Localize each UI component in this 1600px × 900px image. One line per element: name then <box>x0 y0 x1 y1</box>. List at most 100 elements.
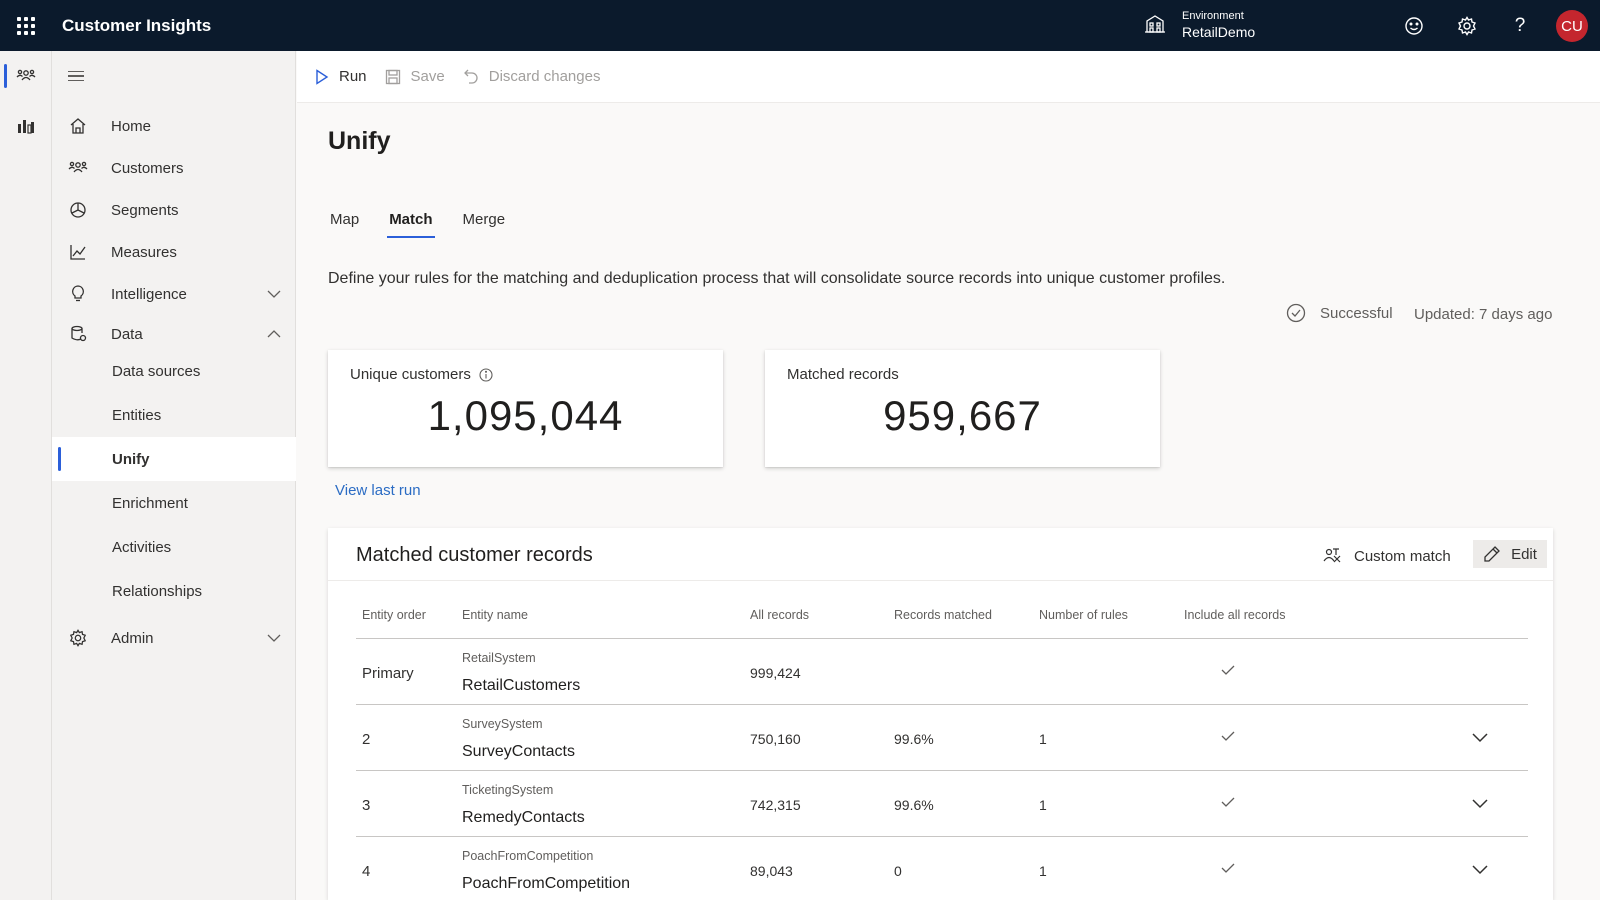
lightbulb-icon <box>68 284 88 304</box>
custom-match-icon <box>1323 548 1341 563</box>
sidebar-item-label: Measures <box>111 243 177 261</box>
save-button[interactable]: Save <box>385 61 445 93</box>
info-icon[interactable] <box>479 367 493 382</box>
all-records: 750,160 <box>750 731 801 747</box>
sidebar-item-segments[interactable]: Segments <box>52 190 296 230</box>
table-row[interactable]: 2 SurveySystem SurveyContacts 750,160 99… <box>356 705 1528 771</box>
sidebar-item-data[interactable]: Data <box>52 314 296 354</box>
collapse-nav-button[interactable] <box>68 65 90 87</box>
hamburger-icon <box>68 70 84 73</box>
sidebar-item-label: Enrichment <box>112 494 188 512</box>
column-header-all-records[interactable]: All records <box>750 608 810 622</box>
tab-match[interactable]: Match <box>387 208 435 238</box>
column-header-records-matched[interactable]: Records matched <box>894 608 992 622</box>
rail-item-analytics[interactable] <box>0 105 52 145</box>
expand-row-chevron-down-icon[interactable] <box>1471 862 1489 878</box>
sidebar-item-label: Data sources <box>112 362 201 380</box>
panel-title: Matched customer records <box>356 544 593 566</box>
entity-name: PoachFromCompetition <box>462 875 631 892</box>
column-header-entity-name[interactable]: Entity name <box>462 608 529 622</box>
sidebar-item-data-sources[interactable]: Data sources <box>52 349 296 393</box>
table-row[interactable]: 3 TicketingSystem RemedyContacts 742,315… <box>356 771 1528 837</box>
app-launcher-button[interactable] <box>0 0 52 51</box>
tab-merge[interactable]: Merge <box>462 211 506 228</box>
chevron-up-icon[interactable] <box>266 326 282 342</box>
status-text: Successful <box>1320 304 1393 322</box>
smiley-icon <box>1405 17 1423 35</box>
number-of-rules: 1 <box>1039 731 1047 747</box>
sidebar-item-measures[interactable]: Measures <box>52 232 296 272</box>
environment-label: Environment <box>1182 10 1244 22</box>
app-title[interactable]: Customer Insights <box>62 15 212 35</box>
column-header-include-all-records[interactable]: Include all records <box>1184 608 1286 622</box>
custom-match-button[interactable]: Custom match <box>1322 542 1451 570</box>
environment-switcher[interactable]: Environment RetailDemo <box>1142 8 1255 40</box>
source-system: PoachFromCompetition <box>462 849 594 863</box>
unique-customers-card: Unique customers 1,095,044 <box>328 350 723 467</box>
gear-icon <box>68 628 88 648</box>
help-button[interactable]: ? <box>1506 12 1534 40</box>
all-records: 999,424 <box>750 665 801 681</box>
sidebar-item-intelligence[interactable]: Intelligence <box>52 274 296 314</box>
run-button[interactable]: Run <box>315 61 367 93</box>
expand-row-chevron-down-icon[interactable] <box>1471 796 1489 812</box>
updated-timestamp: Updated: 7 days ago <box>1414 306 1553 323</box>
rail-item-customer-insights[interactable] <box>0 56 52 96</box>
question-icon: ? <box>1514 15 1526 36</box>
sidebar-item-label: Entities <box>112 406 162 424</box>
sidebar-item-admin[interactable]: Admin <box>52 618 296 658</box>
run-label: Run <box>339 68 367 85</box>
data-icon <box>68 324 88 344</box>
sidebar-item-activities[interactable]: Activities <box>52 525 296 569</box>
sidebar-item-label: Activities <box>112 538 172 556</box>
entity-order: 2 <box>362 731 371 748</box>
match-description: Define your rules for the matching and d… <box>328 270 1226 287</box>
source-system: TicketingSystem <box>462 783 554 797</box>
pencil-icon <box>1484 546 1500 562</box>
chevron-down-icon[interactable] <box>266 286 282 302</box>
undo-icon <box>463 69 478 84</box>
all-records: 89,043 <box>750 863 793 879</box>
records-matched: 99.6% <box>894 797 934 813</box>
sidebar-item-enrichment[interactable]: Enrichment <box>52 481 296 525</box>
checkmark-icon <box>1220 663 1236 680</box>
sidebar-item-home[interactable]: Home <box>52 106 296 146</box>
feedback-button[interactable] <box>1400 12 1428 40</box>
user-avatar[interactable]: CU <box>1556 10 1588 42</box>
expand-row-chevron-down-icon[interactable] <box>1471 730 1489 746</box>
matched-records-value: 959,667 <box>883 392 1042 439</box>
table-row[interactable]: Primary RetailSystem RetailCustomers 999… <box>356 639 1528 705</box>
sidebar-item-relationships[interactable]: Relationships <box>52 569 296 613</box>
sidebar-item-unify[interactable]: Unify <box>52 437 296 481</box>
entity-order: Primary <box>362 665 414 682</box>
sidebar-nav: Home Customers Segments Measures Intelli… <box>52 51 296 900</box>
card-label: Unique customers <box>350 366 471 383</box>
chevron-down-icon[interactable] <box>266 630 282 646</box>
checkmark-icon <box>1220 861 1236 878</box>
sidebar-item-entities[interactable]: Entities <box>52 393 296 437</box>
unify-tabs: Map Match Merge <box>328 208 533 238</box>
checkmark-icon <box>1220 729 1236 746</box>
sidebar-item-customers[interactable]: Customers <box>52 148 296 188</box>
custom-match-label: Custom match <box>1354 547 1451 565</box>
edit-button[interactable]: Edit <box>1473 540 1547 568</box>
command-bar: Run Save Discard changes <box>297 51 1600 103</box>
records-matched: 99.6% <box>894 731 934 747</box>
discard-changes-button[interactable]: Discard changes <box>463 61 600 93</box>
records-matched: 0 <box>894 863 902 879</box>
entity-order: 4 <box>362 863 371 880</box>
customers-icon <box>16 69 36 81</box>
column-header-entity-order[interactable]: Entity order <box>362 608 426 622</box>
column-header-number-of-rules[interactable]: Number of rules <box>1039 608 1128 622</box>
play-icon <box>316 68 329 85</box>
settings-button[interactable] <box>1453 12 1481 40</box>
measures-icon <box>68 242 88 262</box>
save-label: Save <box>410 68 445 85</box>
card-label: Matched records <box>787 366 899 383</box>
view-last-run-link[interactable]: View last run <box>335 482 421 499</box>
table-row[interactable]: 4 PoachFromCompetition PoachFromCompetit… <box>356 837 1528 900</box>
customers-icon <box>68 158 88 178</box>
sidebar-item-label: Intelligence <box>111 285 187 303</box>
tab-map[interactable]: Map <box>330 211 360 228</box>
rail-active-indicator <box>4 64 7 88</box>
